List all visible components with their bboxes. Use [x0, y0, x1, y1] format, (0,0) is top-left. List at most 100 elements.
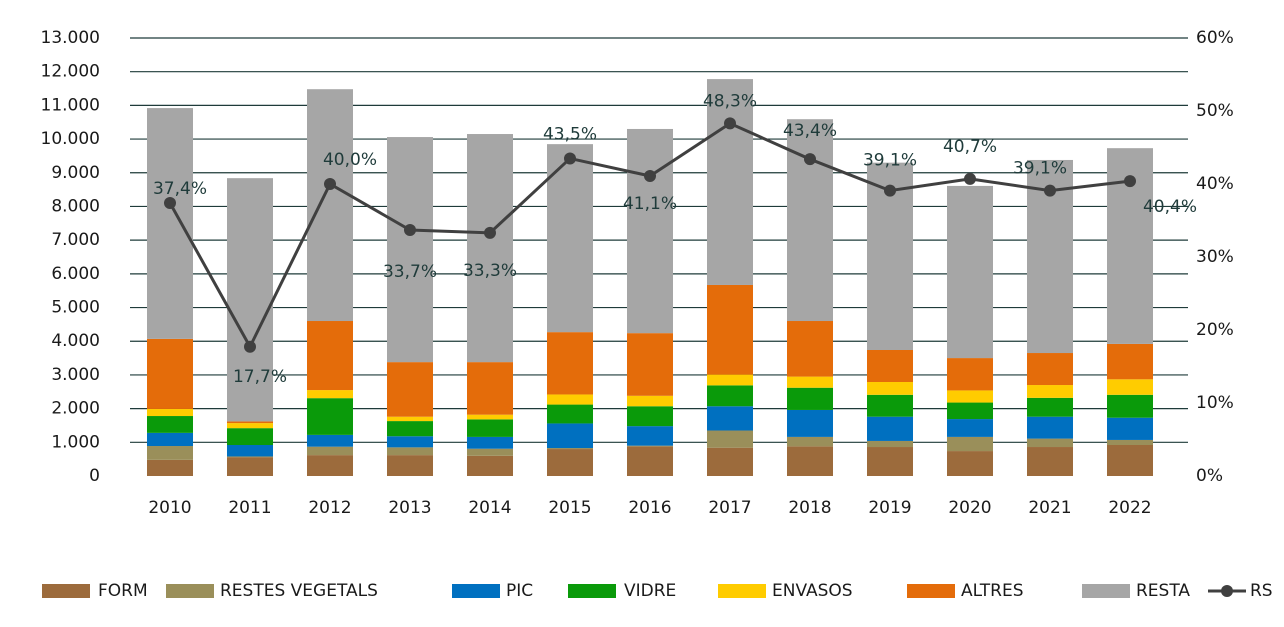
data-label: 37,4%	[153, 179, 207, 199]
bar-segment	[867, 447, 913, 476]
rs-point	[564, 152, 576, 165]
rs-point	[404, 223, 416, 236]
bar-segment	[547, 394, 593, 405]
y-tick-label: 11.000	[41, 95, 100, 115]
bar-segment	[787, 436, 833, 447]
bar-segment	[147, 338, 193, 409]
legend-swatch	[907, 584, 955, 598]
bar-segment	[707, 374, 753, 386]
y-tick-label: 13.000	[41, 28, 100, 48]
bar-segment	[867, 394, 913, 417]
bar-segment	[867, 349, 913, 382]
bar-segment	[1027, 447, 1073, 476]
bar-segment	[307, 89, 353, 322]
rs-point	[644, 169, 656, 182]
bar-segment	[547, 144, 593, 333]
legend-label: RS	[1250, 581, 1273, 601]
bar-segment	[1107, 439, 1153, 446]
y-tick-label: 3.000	[51, 365, 100, 385]
y-tick-label: 4.000	[51, 331, 100, 351]
legend-swatch	[452, 584, 500, 598]
bar-segment	[547, 448, 593, 450]
bar-segment	[387, 447, 433, 456]
bar-segment	[147, 459, 193, 476]
x-tick-label: 2011	[228, 498, 271, 518]
bar-segment	[1107, 417, 1153, 440]
legend-swatch	[166, 584, 214, 598]
y2-tick-label: 0%	[1196, 466, 1223, 486]
rs-point	[164, 196, 176, 209]
data-label: 43,4%	[783, 121, 837, 141]
bar-segment	[227, 445, 273, 457]
bar-segment	[707, 406, 753, 431]
y2-tick-label: 30%	[1196, 247, 1234, 267]
bar-segment	[787, 387, 833, 410]
bar-segment	[307, 398, 353, 435]
bar-segment	[147, 416, 193, 433]
y-tick-label: 5.000	[51, 298, 100, 318]
data-label: 41,1%	[623, 194, 677, 214]
bar-segment	[867, 381, 913, 395]
bar-segment	[627, 426, 673, 446]
bar-segment	[387, 436, 433, 448]
rs-point	[884, 184, 896, 197]
bar-segment	[467, 362, 513, 415]
y-tick-label: 12.000	[41, 62, 100, 82]
bar-segment	[467, 414, 513, 420]
bar-segment	[547, 404, 593, 424]
x-tick-label: 2021	[1028, 498, 1071, 518]
bar-segment	[787, 409, 833, 437]
rs-point	[244, 340, 256, 353]
rs-point	[324, 178, 336, 190]
bar-segment	[307, 390, 353, 399]
bar-segment	[787, 376, 833, 388]
data-label: 40,4%	[1143, 197, 1197, 217]
bar-segment	[947, 402, 993, 420]
rs-point	[804, 153, 816, 166]
bar-segment	[387, 362, 433, 417]
y2-tick-label: 50%	[1196, 101, 1234, 121]
y-tick-label: 1.000	[51, 432, 100, 452]
y-tick-label: 9.000	[51, 163, 100, 183]
data-label: 43,5%	[543, 124, 597, 144]
bar-segment	[1027, 397, 1073, 417]
bar-segment	[787, 321, 833, 377]
bar-segment	[787, 119, 833, 322]
y2-tick-label: 60%	[1196, 28, 1234, 48]
legend-swatch	[568, 584, 616, 598]
bar-segment	[707, 79, 753, 285]
bar-segment	[467, 436, 513, 449]
legend-label: ALTRES	[961, 581, 1024, 601]
bar-segment	[707, 430, 753, 448]
bar-segment	[1027, 416, 1073, 439]
legend-marker	[1221, 585, 1233, 597]
x-tick-label: 2019	[868, 498, 911, 518]
bar-segment	[1027, 385, 1073, 398]
bar-segment	[227, 428, 273, 446]
rs-point	[724, 117, 736, 130]
bar-segment	[547, 449, 593, 476]
bar-segment	[147, 108, 193, 339]
bar-segment	[947, 185, 993, 359]
bar-segment	[627, 395, 673, 407]
rs-point	[1124, 175, 1136, 188]
bar-segment	[1107, 379, 1153, 395]
data-label: 17,7%	[233, 367, 287, 387]
legend-label: RESTES VEGETALS	[220, 581, 378, 601]
bar-segment	[227, 178, 273, 422]
data-label: 39,1%	[1013, 159, 1067, 179]
bar-segment	[227, 456, 273, 458]
bar-segment	[227, 421, 273, 424]
bar-segment	[227, 457, 273, 476]
bar-segment	[147, 432, 193, 447]
bar-segment	[547, 423, 593, 449]
bar-segment	[467, 419, 513, 437]
bar-segment	[307, 434, 353, 447]
y-tick-label: 6.000	[51, 264, 100, 284]
bar-segment	[387, 455, 433, 476]
bar-segment	[467, 448, 513, 456]
x-tick-label: 2010	[148, 498, 191, 518]
bar-segment	[467, 455, 513, 476]
y-tick-label: 8.000	[51, 196, 100, 216]
x-tick-label: 2016	[628, 498, 671, 518]
